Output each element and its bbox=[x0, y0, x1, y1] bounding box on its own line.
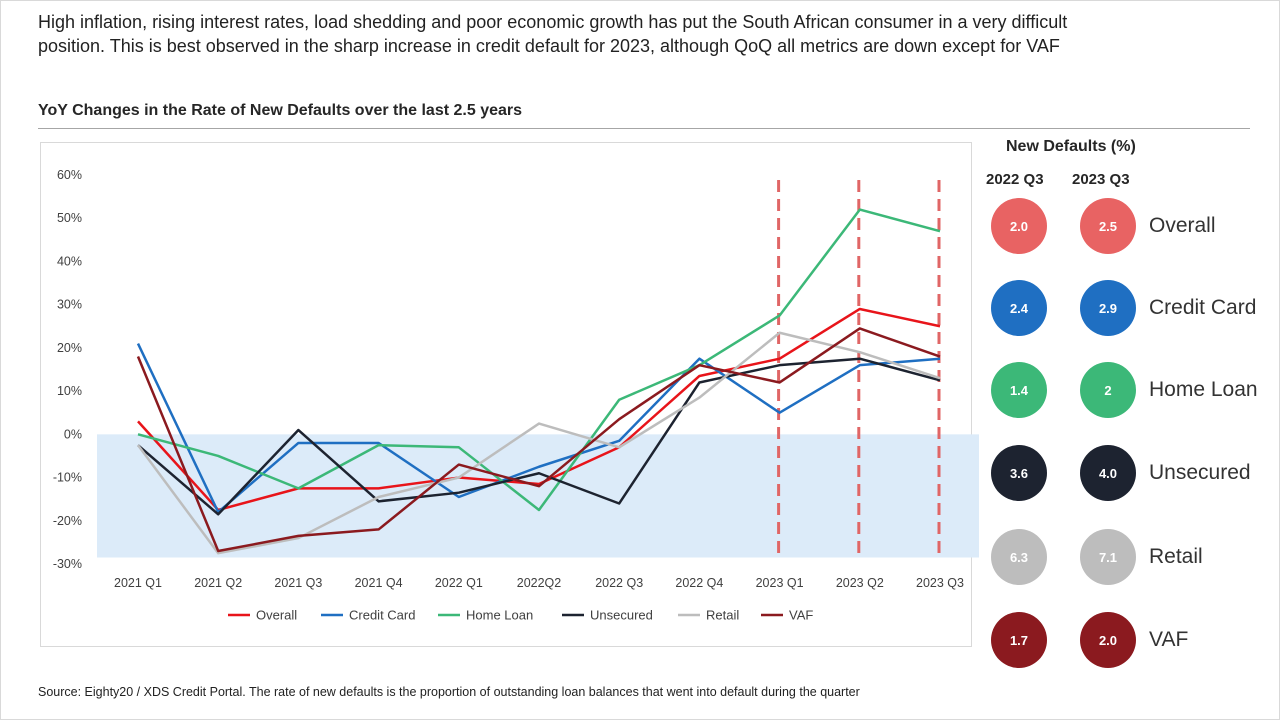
vaf-label: VAF bbox=[1149, 628, 1189, 651]
x-tick-label: 2022 Q1 bbox=[435, 576, 483, 590]
y-tick-label: -30% bbox=[53, 557, 82, 571]
x-tick-label: 2021 Q1 bbox=[114, 576, 162, 590]
x-tick-label: 2022Q2 bbox=[517, 576, 562, 590]
unsecured-2023-value: 4.0 bbox=[1080, 445, 1136, 501]
series-line-home-loan bbox=[137, 208, 941, 512]
x-tick-label: 2021 Q2 bbox=[194, 576, 242, 590]
x-tick-label: 2023 Q1 bbox=[756, 576, 804, 590]
legend-label: Retail bbox=[706, 608, 739, 623]
y-tick-label: -10% bbox=[53, 471, 82, 485]
intro-text: High inflation, rising interest rates, l… bbox=[38, 12, 1068, 56]
y-tick-label: 10% bbox=[57, 384, 82, 398]
vaf-2023-value: 2.0 bbox=[1080, 612, 1136, 668]
unsecured-label: Unsecured bbox=[1149, 461, 1251, 484]
line-chart: 60% 50% 40% 30% 20% 10% 0% -10% -20% -30% 2021 Q1 2… bbox=[53, 168, 979, 623]
overall-label: Overall bbox=[1149, 214, 1216, 237]
credit-card-2022-value: 2.4 bbox=[991, 280, 1047, 336]
home-loan-2023-value: 2 bbox=[1080, 362, 1136, 418]
x-tick-label: 2023 Q3 bbox=[916, 576, 964, 590]
chart-title: YoY Changes in the Rate of New Defaults … bbox=[38, 102, 523, 119]
overall-2022-value: 2.0 bbox=[991, 198, 1047, 254]
y-tick-label: 50% bbox=[57, 211, 82, 225]
legend-label: VAF bbox=[789, 608, 813, 623]
legend-label: Overall bbox=[256, 608, 297, 623]
home-loan-label: Home Loan bbox=[1149, 378, 1258, 401]
y-tick-label: 0% bbox=[64, 427, 82, 441]
y-tick-label: -20% bbox=[53, 514, 82, 528]
legend-label: Credit Card bbox=[349, 608, 415, 623]
retail-2022-value: 6.3 bbox=[991, 529, 1047, 585]
x-tick-label: 2022 Q3 bbox=[595, 576, 643, 590]
panel-title: New Defaults (%) bbox=[1006, 138, 1136, 155]
series-line-vaf bbox=[136, 327, 941, 553]
column-header-2023: 2023 Q3 bbox=[1072, 171, 1130, 188]
legend-label: Home Loan bbox=[466, 608, 533, 623]
home-loan-2022-value: 1.4 bbox=[991, 362, 1047, 418]
x-tick-label: 2023 Q2 bbox=[836, 576, 884, 590]
legend-label: Unsecured bbox=[590, 608, 653, 623]
retail-2023-value: 7.1 bbox=[1080, 529, 1136, 585]
column-header-2022: 2022 Q3 bbox=[986, 171, 1044, 188]
retail-label: Retail bbox=[1149, 545, 1203, 568]
credit-card-label: Credit Card bbox=[1149, 296, 1257, 319]
x-tick-label: 2021 Q3 bbox=[274, 576, 322, 590]
source-note: Source: Eighty20 / XDS Credit Portal. Th… bbox=[38, 685, 860, 699]
y-tick-label: 30% bbox=[57, 298, 82, 312]
series-line-credit-card bbox=[136, 343, 941, 514]
series-line-overall bbox=[137, 307, 941, 512]
x-tick-label: 2021 Q4 bbox=[355, 576, 403, 590]
vaf-2022-value: 1.7 bbox=[991, 612, 1047, 668]
y-tick-label: 60% bbox=[57, 168, 82, 182]
title-divider bbox=[38, 128, 1250, 129]
x-tick-label: 2022 Q4 bbox=[675, 576, 723, 590]
chart-area bbox=[40, 142, 972, 647]
unsecured-2022-value: 3.6 bbox=[991, 445, 1047, 501]
series-line-retail bbox=[136, 331, 941, 555]
y-tick-label: 40% bbox=[57, 254, 82, 268]
overall-2023-value: 2.5 bbox=[1080, 198, 1136, 254]
y-tick-label: 20% bbox=[57, 341, 82, 355]
credit-card-2023-value: 2.9 bbox=[1080, 280, 1136, 336]
negative-region-shading bbox=[97, 434, 979, 558]
